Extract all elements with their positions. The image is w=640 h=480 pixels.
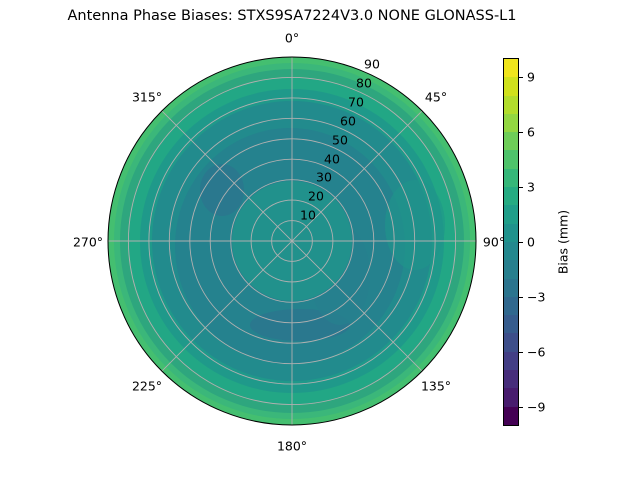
angle-label-45: 45° <box>424 89 448 105</box>
angle-label-90: 90° <box>482 234 506 250</box>
colorbar-label-neg6: −6 <box>527 344 546 360</box>
radial-label-80: 80 <box>356 75 372 91</box>
grid <box>108 57 476 425</box>
radial-label-20: 20 <box>308 188 324 204</box>
colorbar-label-6: 6 <box>527 124 535 140</box>
colorbar-tick <box>519 407 523 408</box>
radial-label-50: 50 <box>332 132 348 148</box>
angle-label-0: 0° <box>284 30 300 46</box>
colorbar-tick <box>519 187 523 188</box>
colorbar-tick <box>519 297 523 298</box>
colorbar-tick <box>519 242 523 243</box>
angle-label-270: 270° <box>72 234 104 250</box>
colorbar-label-0: 0 <box>527 234 535 250</box>
colorbar-tick <box>519 132 523 133</box>
colorbar-tick <box>519 77 523 78</box>
colorbar <box>503 58 519 426</box>
colorbar-label-neg9: −9 <box>527 399 546 415</box>
angle-label-135: 135° <box>420 378 452 394</box>
colorbar-label-3: 3 <box>527 179 535 195</box>
radial-label-10: 10 <box>300 207 316 223</box>
radial-label-90: 90 <box>364 56 380 72</box>
polar-frame <box>107 56 477 426</box>
colorbar-label-neg3: −3 <box>527 289 546 305</box>
colorbar-tick <box>519 352 523 353</box>
colorbar-label-9: 9 <box>527 69 535 85</box>
angle-label-180: 180° <box>276 438 308 454</box>
angle-label-225: 225° <box>131 378 163 394</box>
radial-label-30: 30 <box>316 169 332 185</box>
colorbar-title: Bias (mm) <box>555 209 571 275</box>
chart-title: Antenna Phase Biases: STXS9SA7224V3.0 NO… <box>67 8 517 24</box>
radial-label-60: 60 <box>340 113 356 129</box>
radial-label-40: 40 <box>324 151 340 167</box>
radial-label-70: 70 <box>348 94 364 110</box>
angle-label-315: 315° <box>131 89 163 105</box>
